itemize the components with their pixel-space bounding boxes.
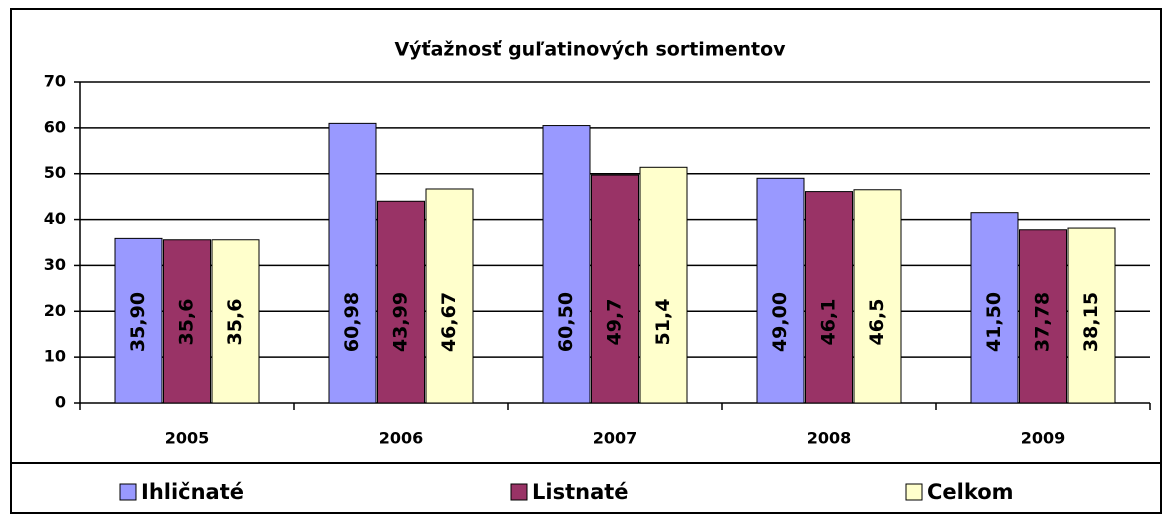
- y-tick-label: 30: [44, 255, 66, 274]
- value-label: 37,78: [1032, 292, 1054, 352]
- bar: [542, 125, 591, 404]
- legend-swatch: [905, 483, 923, 501]
- value-label: 35,6: [224, 299, 246, 346]
- legend-label: Listnaté: [532, 480, 629, 504]
- value-label: 46,1: [818, 299, 840, 346]
- y-tick-label: 50: [44, 163, 66, 182]
- x-tick-label: 2008: [807, 429, 852, 448]
- y-tick-label: 40: [44, 209, 66, 228]
- y-tick-label: 10: [44, 347, 66, 366]
- bar: [970, 212, 1019, 404]
- bar: [853, 189, 902, 404]
- value-label: 60,98: [341, 292, 363, 352]
- legend-label: Celkom: [927, 480, 1014, 504]
- bar: [377, 200, 425, 404]
- y-tick-label: 70: [44, 72, 66, 91]
- legend-swatch: [510, 483, 528, 501]
- value-label: 35,90: [127, 292, 149, 352]
- bar: [328, 122, 377, 404]
- bar: [639, 166, 688, 404]
- bar: [211, 239, 260, 404]
- x-tick-label: 2005: [165, 429, 210, 448]
- value-label: 51,4: [652, 299, 674, 346]
- x-tick-label: 2009: [1021, 429, 1066, 448]
- value-label: 43,99: [390, 292, 412, 352]
- bar: [756, 177, 805, 404]
- bar: [425, 188, 474, 404]
- value-label: 41,50: [983, 292, 1005, 352]
- value-label: 49,7: [604, 299, 626, 346]
- x-tick-label: 2007: [593, 429, 638, 448]
- bar: [114, 237, 163, 404]
- legend-swatch: [119, 483, 137, 501]
- value-label: 60,50: [555, 292, 577, 352]
- bar: [591, 174, 639, 404]
- bar: [1067, 227, 1116, 404]
- legend-label: Ihličnaté: [141, 480, 244, 504]
- chart-title: Výťažnosť guľatinových sortimentov: [394, 39, 786, 61]
- y-tick-label: 20: [44, 301, 66, 320]
- x-tick-label: 2006: [379, 429, 424, 448]
- bar: [1019, 229, 1067, 404]
- value-label: 38,15: [1080, 292, 1102, 352]
- value-label: 46,67: [438, 292, 460, 352]
- y-tick-label: 60: [44, 117, 66, 136]
- value-label: 49,00: [769, 292, 791, 352]
- bar: [805, 191, 853, 404]
- value-label: 46,5: [866, 299, 888, 346]
- bar: [163, 239, 211, 404]
- value-label: 35,6: [176, 299, 198, 346]
- y-tick-label: 0: [55, 393, 66, 412]
